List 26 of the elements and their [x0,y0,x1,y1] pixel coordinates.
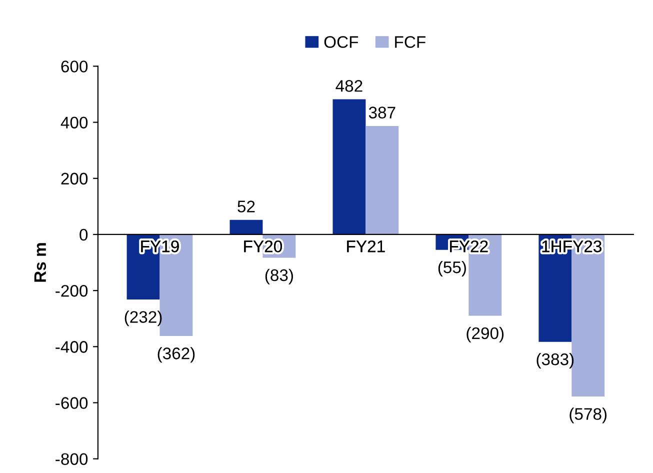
bar [366,126,399,234]
bar [230,220,263,234]
data-label: 482 [336,80,362,92]
data-label: (578) [570,408,607,424]
y-tick-label: -200 [56,284,88,297]
data-label: (383) [536,352,574,369]
y-tick-label: 200 [61,172,88,185]
data-label: (362) [158,347,195,363]
legend-label: FCF [395,36,426,48]
y-tick-label: -800 [56,453,88,466]
legend-label: OCF [324,36,358,48]
y-tick-label: 600 [61,60,88,72]
y-tick-label: 0 [80,228,88,241]
y-tick-label: 400 [60,116,88,129]
data-label: (83) [265,268,293,284]
data-label: (232) [124,310,162,326]
y-tick-label: -600 [56,397,88,409]
data-label: 387 [368,106,396,118]
data-label: (290) [466,326,504,342]
y-tick-label: -400 [56,341,88,353]
y-axis-title: Rs m [34,243,46,282]
data-label: (55) [438,261,466,277]
x-tick-label: FY21 [347,240,385,252]
bar [332,99,366,234]
data-label: 52 [238,200,255,212]
x-tick-label: FY20 [244,240,282,252]
